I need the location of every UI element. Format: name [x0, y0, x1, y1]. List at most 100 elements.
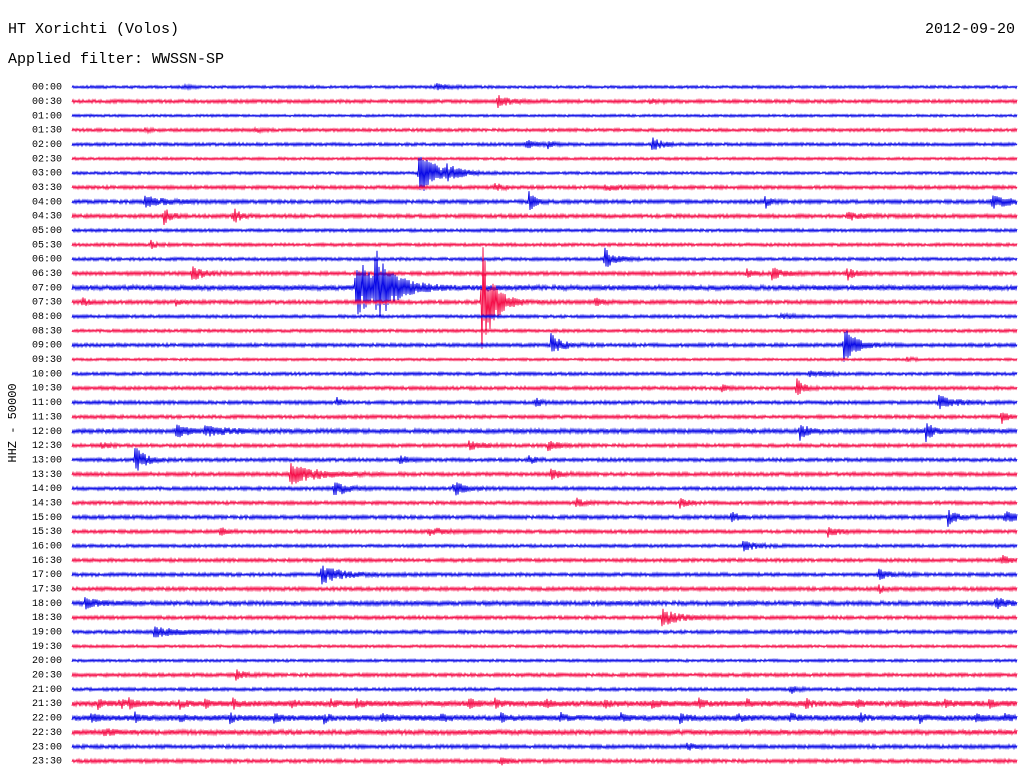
time-label-17-30: 17:30: [32, 585, 62, 596]
trace-17-00: [71, 565, 1018, 585]
time-label-02-30: 02:30: [32, 154, 62, 165]
trace-00-30: [71, 95, 1018, 108]
time-label-06-30: 06:30: [32, 269, 62, 280]
trace-22-00: [71, 711, 1018, 725]
trace-07-00: [71, 250, 1018, 317]
trace-13-30: [71, 463, 1018, 485]
trace-12-30: [71, 440, 1018, 452]
time-label-20-00: 20:00: [32, 656, 62, 667]
trace-21-30: [71, 697, 1018, 711]
time-label-19-30: 19:30: [32, 642, 62, 653]
time-label-01-30: 01:30: [32, 126, 62, 137]
seismogram-traces: [71, 83, 1018, 766]
record-date: 2012-09-20: [924, 21, 1015, 38]
time-label-08-00: 08:00: [32, 312, 62, 323]
trace-23-00: [71, 742, 1018, 751]
trace-04-30: [71, 208, 1018, 226]
time-label-14-00: 14:00: [32, 484, 62, 495]
time-label-12-30: 12:30: [32, 441, 62, 452]
trace-15-30: [71, 527, 1018, 538]
time-label-16-30: 16:30: [32, 556, 62, 567]
time-label-04-00: 04:00: [32, 197, 62, 208]
time-label-06-00: 06:00: [32, 255, 62, 266]
time-label-07-00: 07:00: [32, 283, 62, 294]
trace-04-00: [71, 191, 1018, 211]
trace-14-00: [71, 482, 1018, 496]
trace-02-30: [71, 155, 1018, 162]
time-label-13-00: 13:00: [32, 456, 62, 467]
trace-09-30: [71, 355, 1018, 363]
time-label-15-00: 15:00: [32, 513, 62, 524]
trace-01-30: [71, 126, 1018, 135]
trace-18-30: [71, 608, 1018, 627]
trace-08-30: [71, 327, 1018, 334]
time-label-19-00: 19:00: [32, 628, 62, 639]
time-label-23-00: 23:00: [32, 742, 62, 753]
time-label-17-00: 17:00: [32, 570, 62, 581]
filter-label: Applied filter: WWSSN-SP: [8, 51, 225, 68]
time-label-05-30: 05:30: [32, 240, 62, 251]
trace-19-00: [71, 626, 1018, 638]
time-label-14-30: 14:30: [32, 499, 62, 510]
trace-14-30: [71, 497, 1018, 509]
trace-01-00: [71, 113, 1018, 119]
time-label-00-30: 00:30: [32, 97, 62, 108]
time-label-18-00: 18:00: [32, 599, 62, 610]
trace-22-30: [71, 728, 1018, 737]
time-label-22-30: 22:30: [32, 728, 62, 739]
time-label-23-30: 23:30: [32, 757, 62, 768]
time-label-12-00: 12:00: [32, 427, 62, 438]
trace-10-30: [71, 378, 1018, 396]
trace-09-00: [71, 330, 1018, 362]
time-label-10-00: 10:00: [32, 369, 62, 380]
trace-20-30: [71, 669, 1018, 681]
trace-06-30: [71, 266, 1018, 281]
time-label-09-00: 09:00: [32, 341, 62, 352]
trace-08-00: [71, 311, 1018, 320]
time-label-20-30: 20:30: [32, 671, 62, 682]
time-label-21-30: 21:30: [32, 699, 62, 710]
time-label-16-00: 16:00: [32, 542, 62, 553]
time-label-22-00: 22:00: [32, 714, 62, 725]
trace-12-00: [71, 423, 1018, 443]
trace-05-00: [71, 227, 1018, 234]
trace-16-30: [71, 554, 1018, 564]
channel-label: HHZ - 50000: [6, 383, 20, 462]
time-label-15-30: 15:30: [32, 527, 62, 538]
time-axis-labels: 00:00 00:30 01:00 01:30 02:00 02:30 03:00 03:30…: [32, 83, 62, 768]
trace-07-30: [71, 247, 1018, 349]
station-title: HT Xorichti (Volos): [8, 21, 180, 38]
trace-11-30: [71, 412, 1018, 424]
trace-05-30: [71, 239, 1018, 249]
time-label-21-00: 21:00: [32, 685, 62, 696]
trace-10-00: [71, 369, 1018, 378]
trace-20-00: [71, 657, 1018, 664]
time-label-07-30: 07:30: [32, 298, 62, 309]
time-label-11-30: 11:30: [32, 412, 62, 423]
time-label-10-30: 10:30: [32, 384, 62, 395]
time-label-04-30: 04:30: [32, 212, 62, 223]
trace-15-00: [71, 509, 1018, 527]
time-label-11-00: 11:00: [32, 398, 62, 409]
time-label-01-00: 01:00: [32, 111, 62, 122]
trace-18-00: [71, 597, 1018, 610]
time-label-08-30: 08:30: [32, 326, 62, 337]
trace-16-00: [71, 540, 1018, 552]
trace-00-00: [71, 83, 1018, 92]
time-label-05-00: 05:00: [32, 226, 62, 237]
trace-21-00: [71, 685, 1018, 694]
trace-19-30: [71, 643, 1018, 650]
trace-17-30: [71, 584, 1018, 594]
time-label-02-00: 02:00: [32, 140, 62, 151]
trace-23-30: [71, 757, 1018, 766]
time-label-13-30: 13:30: [32, 470, 62, 481]
time-label-03-30: 03:30: [32, 183, 62, 194]
trace-03-30: [71, 183, 1018, 192]
trace-06-00: [71, 247, 1018, 267]
trace-11-00: [71, 394, 1018, 410]
time-label-09-30: 09:30: [32, 355, 62, 366]
time-label-00-00: 00:00: [32, 83, 62, 94]
trace-02-00: [71, 137, 1018, 150]
